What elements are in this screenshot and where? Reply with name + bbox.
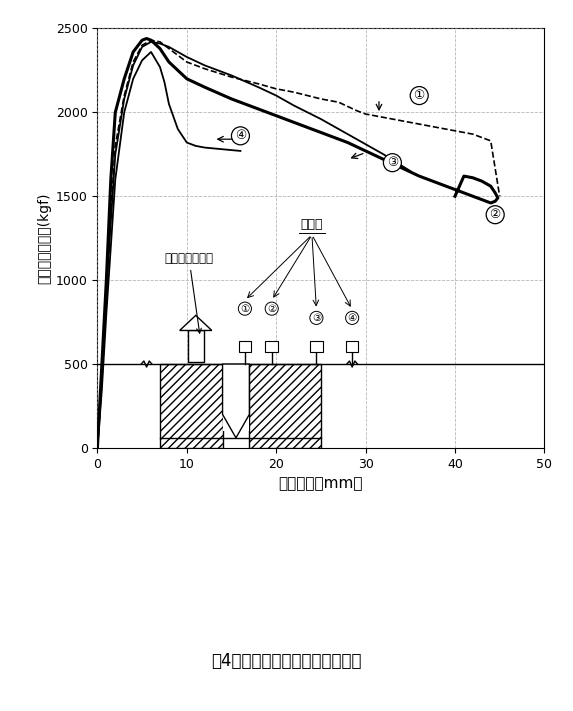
Bar <box>249 364 321 448</box>
Text: ②: ② <box>267 304 276 314</box>
Bar <box>188 331 204 363</box>
Polygon shape <box>180 316 212 331</box>
Bar <box>160 364 222 448</box>
Bar <box>346 341 359 352</box>
X-axis label: 鉶直変位（mm）: 鉶直変位（mm） <box>278 476 363 491</box>
Polygon shape <box>222 364 249 438</box>
Text: ②: ② <box>489 208 501 221</box>
Text: 図4　鉶直引抜き荷重と鉶直変位: 図4 鉶直引抜き荷重と鉶直変位 <box>211 652 362 670</box>
Bar <box>238 341 251 352</box>
Bar <box>249 364 321 448</box>
Text: ①: ① <box>414 89 425 102</box>
Y-axis label: 鉶直引抜き荷重(kgf): 鉶直引抜き荷重(kgf) <box>38 193 52 284</box>
Bar <box>310 341 323 352</box>
Text: ④: ④ <box>348 313 357 323</box>
Text: ③: ③ <box>312 313 321 323</box>
Text: ④: ④ <box>235 129 246 142</box>
Text: 変位計: 変位計 <box>301 218 323 232</box>
Bar <box>265 341 278 352</box>
Text: ③: ③ <box>387 156 398 169</box>
Bar <box>222 364 249 431</box>
Bar <box>160 364 222 448</box>
Text: ①: ① <box>240 304 249 314</box>
Text: 鉛直引抜き荷重: 鉛直引抜き荷重 <box>164 252 214 333</box>
